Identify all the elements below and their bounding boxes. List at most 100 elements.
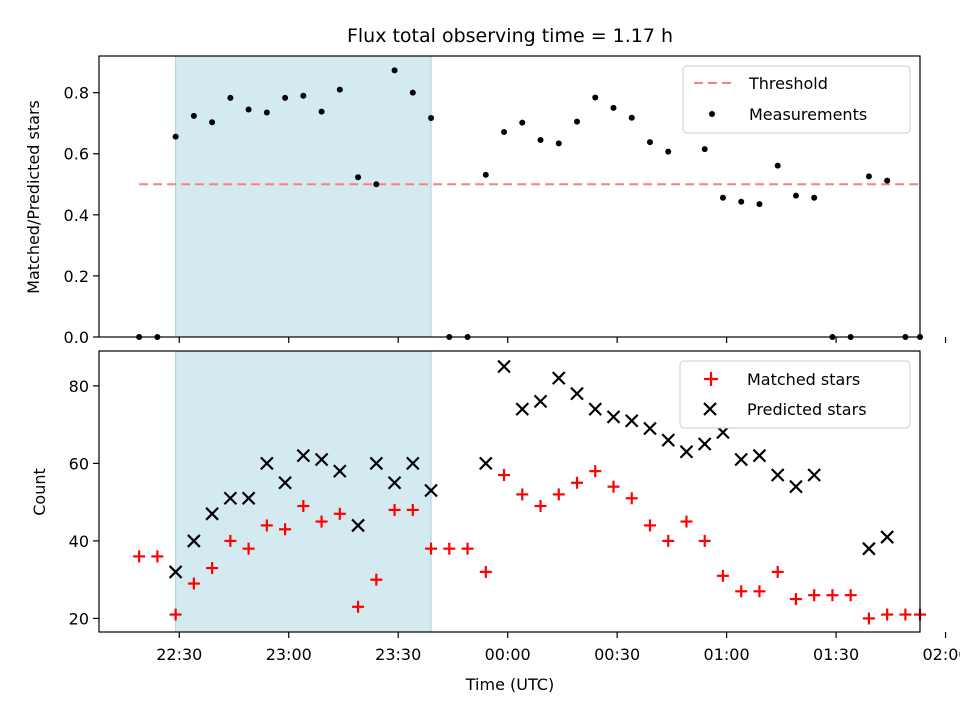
x-tick-label: 23:30 xyxy=(375,645,421,664)
matched-star-point xyxy=(297,500,310,513)
measurement-point xyxy=(190,112,197,119)
matched-star-point xyxy=(516,488,529,501)
bottom-legend-box xyxy=(679,360,911,429)
bottom-legend: Matched stars Predicted stars xyxy=(679,360,911,429)
predicted-star-point xyxy=(296,448,311,463)
bottom-y-axis-label: Count xyxy=(30,468,49,516)
legend-threshold-label: Threshold xyxy=(748,74,828,93)
x-tick-label: 00:00 xyxy=(485,645,531,664)
predicted-star-point xyxy=(789,479,803,494)
measurement-point xyxy=(701,146,708,153)
predicted-star-point xyxy=(643,421,657,436)
y-tick-label: 0.2 xyxy=(64,267,89,286)
legend-measurements-swatch xyxy=(709,111,715,117)
y-tick-label: 0.6 xyxy=(64,145,89,164)
matched-star-point xyxy=(242,542,255,555)
matched-star-point xyxy=(498,469,511,482)
bottom-panel: 20 40 60 80 22:30 23:00 23:30 00:00 00:30 01:00 0… xyxy=(30,350,960,694)
measurement-point xyxy=(555,140,562,147)
matched-star-point xyxy=(370,573,383,586)
matched-star-point xyxy=(643,519,656,532)
y-tick-label: 0.4 xyxy=(64,206,89,225)
measurement-point xyxy=(865,173,872,180)
matched-star-point xyxy=(443,542,456,555)
measurement-point xyxy=(811,194,818,201)
measurement-point xyxy=(646,139,653,146)
matched-star-point xyxy=(808,589,821,602)
matched-star-point xyxy=(625,492,638,505)
matched-star-point xyxy=(133,550,146,563)
predicted-star-point xyxy=(333,464,347,478)
top-legend-box xyxy=(682,65,911,134)
y-tick-label: 0.0 xyxy=(64,328,89,347)
matched-star-point xyxy=(753,585,766,598)
measurement-point xyxy=(574,118,581,125)
measurement-point xyxy=(774,162,781,169)
predicted-star-point xyxy=(314,452,329,467)
measurement-point xyxy=(209,119,216,126)
measurement-point xyxy=(519,119,526,126)
predicted-star-point xyxy=(570,386,584,401)
matched-star-point xyxy=(479,565,492,578)
predicted-star-point xyxy=(770,468,785,482)
matched-star-point xyxy=(789,593,802,606)
y-tick-label: 40 xyxy=(69,532,89,551)
measurement-point xyxy=(537,136,544,143)
bottom-y-ticks: 20 40 60 80 xyxy=(69,377,99,628)
measurement-point xyxy=(373,181,380,188)
legend-measurements-label: Measurements xyxy=(749,105,867,124)
predicted-star-point xyxy=(260,456,274,471)
y-tick-label: 20 xyxy=(69,609,89,628)
matched-star-point xyxy=(589,465,602,478)
matched-star-point xyxy=(352,600,365,613)
matched-star-point xyxy=(388,503,401,516)
chart-title: Flux total observing time = 1.17 h xyxy=(347,25,673,47)
measurement-point xyxy=(792,192,799,199)
y-tick-label: 0.8 xyxy=(64,84,89,103)
measurement-point xyxy=(409,89,416,96)
matched-star-point xyxy=(187,577,200,590)
predicted-star-point xyxy=(588,402,603,416)
measurement-point xyxy=(355,174,362,181)
top-axes-frame xyxy=(98,55,921,338)
y-tick-label: 60 xyxy=(69,454,89,473)
measurement-point xyxy=(282,94,289,101)
bottom-shaded-region xyxy=(175,350,432,633)
predicted-star-point xyxy=(223,491,238,506)
matched-star-point xyxy=(206,562,219,575)
top-shaded-region xyxy=(175,55,432,338)
matched-star-point xyxy=(771,565,784,578)
x-tick-label: 23:00 xyxy=(266,645,312,664)
matched-star-point xyxy=(899,608,912,621)
measurement-point xyxy=(719,194,726,201)
matched-star-point xyxy=(279,523,292,536)
top-panel: 0.00.20.40.60.8 Matched/Predicted stars … xyxy=(24,55,947,347)
legend-predicted-label: Predicted stars xyxy=(747,400,867,419)
predicted-star-point xyxy=(862,541,876,556)
matched-star-point xyxy=(698,534,711,547)
legend-predicted-swatch xyxy=(703,402,717,416)
x-tick-label: 01:30 xyxy=(813,645,859,664)
x-tick-label: 01:00 xyxy=(704,645,750,664)
matched-star-point xyxy=(425,542,438,555)
predicted-star-point xyxy=(606,410,621,424)
measurement-point xyxy=(300,92,307,99)
predicted-star-point xyxy=(752,448,767,463)
measurement-point xyxy=(756,201,763,208)
predicted-star-point xyxy=(278,476,292,490)
matched-star-point xyxy=(315,515,328,528)
matched-star-point xyxy=(461,542,474,555)
matched-star-point xyxy=(169,608,182,621)
matched-star-point xyxy=(881,608,894,621)
measurement-point xyxy=(665,148,672,155)
measurement-point xyxy=(738,198,745,205)
predicted-star-point xyxy=(424,483,438,498)
top-y-ticks: 0.0 0.2 0.4 0.6 0.8 xyxy=(64,84,99,347)
legend-matched-label: Matched stars xyxy=(747,370,860,389)
predicted-star-point xyxy=(661,433,676,447)
measurement-point xyxy=(501,129,508,136)
bottom-x-ticks: 22:30 23:00 23:30 00:00 00:30 01:00 01:30 02:00 xyxy=(156,632,960,664)
matched-star-point xyxy=(571,476,584,489)
matched-star-point xyxy=(260,519,273,532)
measurement-point xyxy=(610,104,617,111)
